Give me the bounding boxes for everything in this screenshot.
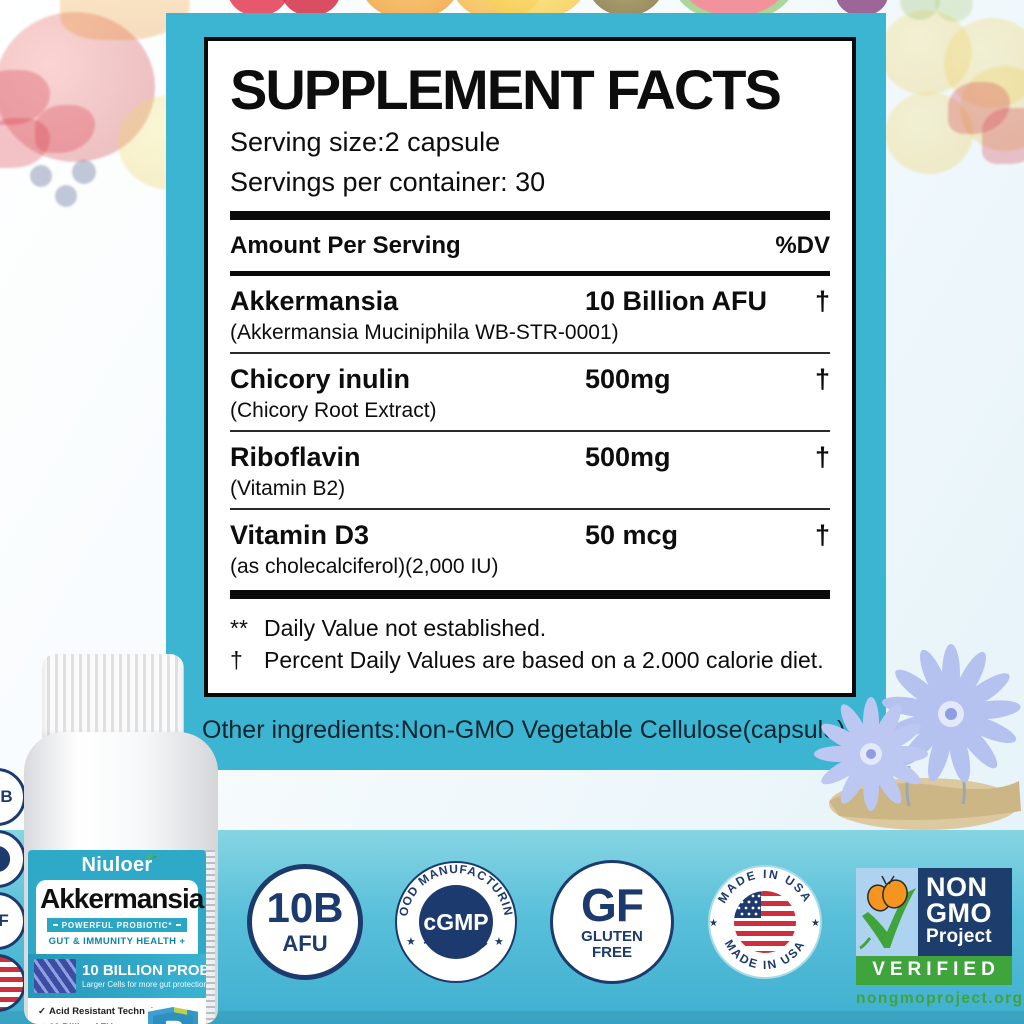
chicory-flower-decoration	[814, 644, 1022, 830]
dv-label: %DV	[775, 232, 830, 260]
ingredient-subtext: (Vitamin B2)	[230, 477, 346, 501]
claim-text: 10 BILLION PROBIOTIC	[82, 961, 206, 979]
ingredient-subtext: (Akkermansia Muciniphila WB-STR-0001)	[230, 321, 619, 345]
free-text: FREE	[591, 943, 632, 961]
butterfly-icon	[856, 868, 918, 956]
leaf-icon	[146, 853, 157, 860]
check-icon: ✓	[38, 1022, 46, 1024]
check-icon: ✓	[38, 1006, 46, 1017]
other-ingredients: Other ingredients:Non-GMO Vegetable Cell…	[202, 716, 853, 744]
divider-medium	[230, 271, 830, 277]
ingredient-dv: †	[814, 286, 830, 317]
daily-probiotic-shield: Daily Probiotic	[145, 1004, 201, 1024]
facts-panel: SUPPLEMENT FACTS Serving size:2 capsule …	[166, 13, 886, 770]
footnote-marker: †	[230, 647, 243, 674]
supplement-facts-box: SUPPLEMENT FACTS Serving size:2 capsule …	[204, 37, 856, 697]
ingredient-row: Akkermansia 10 Billion AFU † (Akkermansi…	[230, 276, 830, 352]
divider-thick	[230, 211, 830, 221]
ingredient-row: Riboflavin 500mg † (Vitamin B2)	[230, 430, 830, 508]
nongmo-line2: GMO	[926, 897, 992, 928]
divider-thick	[230, 590, 830, 600]
ingredient-subtext: (Chicory Root Extract)	[230, 399, 437, 423]
star-icon: ★	[406, 936, 416, 948]
ingredient-dv: †	[814, 520, 830, 551]
footnote-text: Daily Value not established.	[264, 615, 547, 642]
ingredient-dv: †	[814, 442, 830, 473]
supplement-facts-title: SUPPLEMENT FACTS	[230, 58, 782, 121]
facts-header-row: Amount Per Serving %DV	[230, 220, 830, 271]
gf-text: GF	[581, 879, 644, 932]
nongmo-url: nongmoproject.org	[856, 990, 1024, 1007]
dash-line	[53, 924, 58, 926]
bottle-front-label: Niuloer Akkermansia POWERFUL PROBIOTIC* …	[28, 850, 206, 1024]
label-white-panel: Akkermansia POWERFUL PROBIOTIC* GUT & IM…	[36, 880, 204, 954]
ingredient-row: Chicory inulin 500mg † (Chicory Root Ext…	[230, 352, 830, 430]
claim-subtext: Larger Cells for more gut protection	[82, 980, 206, 990]
badge-10b-text: 10B	[266, 884, 344, 931]
edge-bottle-badges: 10B GF	[0, 768, 34, 1012]
feature-item: ✓ Acid Resistant Technology	[38, 1006, 198, 1017]
band-floor-shadow	[0, 1011, 1024, 1024]
nongmo-line1: NON	[926, 872, 988, 902]
ingredient-row: Vitamin D3 50 mcg † (as cholecalciferol)…	[230, 508, 830, 586]
footnote-text: Percent Daily Values are based on a 2.00…	[264, 647, 824, 674]
bacteria-image	[34, 959, 76, 993]
ingredient-amount: 10 Billion AFU	[585, 286, 768, 317]
star-icon: ★	[494, 936, 504, 948]
facts-footnotes: ** Daily Value not established. † Percen…	[230, 615, 830, 674]
feature-item: ✓10 Billion AFU	[38, 1022, 198, 1024]
badge-10b-afu: 10B AFU	[247, 864, 363, 980]
badge-gluten-free: GF GLUTEN FREE	[550, 860, 674, 984]
gluten-text: GLUTEN	[581, 927, 643, 945]
serving-size: Serving size:2 capsule	[230, 127, 501, 158]
star-icon: ★	[811, 918, 820, 929]
shield-inner	[153, 1012, 193, 1024]
badge-cgmp: GOOD MANUFACTURING PRACTICE ★ ★ cGMP	[394, 860, 517, 983]
servings-per-container: Servings per container: 30	[230, 167, 546, 198]
nongmo-verified: VERIFIED	[856, 956, 1012, 985]
ingredient-amount: 500mg	[585, 364, 671, 395]
product-bottle: Niuloer Akkermansia POWERFUL PROBIOTIC* …	[20, 650, 220, 1024]
feature-text: 10 Billion AFU	[49, 1022, 113, 1024]
brand-name: Niuloer	[81, 853, 153, 876]
ingredient-amount: 500mg	[585, 442, 671, 473]
ingredient-subtext: (as cholecalciferol)(2,000 IU)	[230, 555, 499, 579]
nongmo-line3: Project	[926, 926, 992, 948]
badge-non-gmo-project: NON GMO Project VERIFIED nongmoproject.o…	[856, 868, 1024, 1008]
bottle-body: Niuloer Akkermansia POWERFUL PROBIOTIC* …	[24, 732, 218, 1024]
ingredient-name: Akkermansia	[230, 286, 399, 317]
label-subtitle: GUT & IMMUNITY HEALTH +	[48, 936, 186, 947]
intestine-icon	[163, 1020, 183, 1024]
tagline-text: POWERFUL PROBIOTIC*	[61, 920, 173, 930]
amount-per-serving-label: Amount Per Serving	[230, 232, 461, 260]
ingredient-dv: †	[814, 364, 830, 395]
claim-strip: 10 BILLION PROBIOTIC Larger Cells for mo…	[28, 954, 206, 998]
feature-list: ✓Acid Resistant Technology ✓10 Billion A…	[28, 998, 206, 1024]
ingredient-amount: 50 mcg	[585, 520, 679, 551]
ingredient-name: Vitamin D3	[230, 520, 370, 551]
ingredient-name: Chicory inulin	[230, 364, 411, 395]
dash-line	[176, 924, 181, 926]
brand-row: Niuloer	[28, 850, 206, 880]
footnote-marker: **	[230, 615, 248, 642]
tagline-bar: POWERFUL PROBIOTIC*	[47, 918, 187, 932]
badge-made-in-usa: MADE IN USA MADE IN USA ★ ★	[708, 865, 822, 979]
star-icon: ★	[709, 918, 718, 929]
bottle-cap	[42, 654, 184, 742]
feature-text: Acid Resistant Technology	[48, 1006, 171, 1017]
ingredient-name: Riboflavin	[230, 442, 361, 473]
cgmp-center-text: cGMP	[423, 909, 488, 935]
product-name: Akkermansia	[40, 883, 204, 914]
badge-afu-text: AFU	[282, 931, 328, 956]
